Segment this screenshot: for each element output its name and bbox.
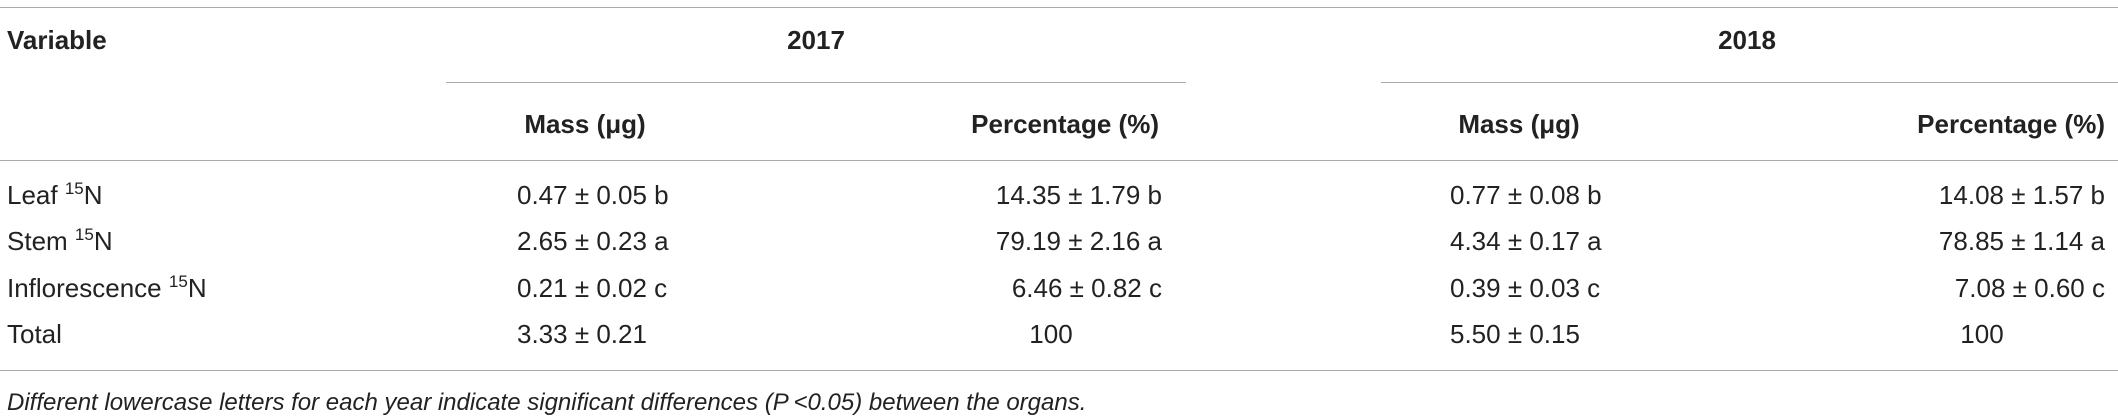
rule-header [0, 160, 2118, 161]
isotope: 15 [74, 225, 94, 244]
year-header: 2017 [787, 25, 845, 55]
row-label: Total [7, 319, 62, 349]
cell: 78.85 ± 1.14 a [1938, 226, 2105, 256]
row-label: Leaf 15N [7, 180, 103, 210]
label-text: Leaf [7, 180, 58, 210]
year-header: 2018 [1718, 25, 1776, 55]
cell: 5.50 ± 0.15 [1450, 319, 1580, 349]
cell: 0.21 ± 0.02 c [517, 273, 668, 303]
isotope: 15 [64, 179, 84, 198]
cell: 4.34 ± 0.17 a [1450, 226, 1602, 256]
column-header: Mass (μg) [1458, 109, 1580, 139]
rule-top [0, 7, 2118, 8]
label-text: Stem [7, 226, 68, 256]
cell: 0.47 ± 0.05 b [517, 180, 669, 210]
rule-year [1381, 82, 2118, 83]
element: N [93, 226, 113, 256]
column-header: Mass (μg) [524, 109, 646, 139]
cell: 100 [1029, 319, 1073, 349]
cell: 3.33 ± 0.21 [517, 319, 647, 349]
label-text: Total [7, 319, 62, 349]
column-header: Percentage (%) [1917, 109, 2105, 139]
cell: 0.39 ± 0.03 c [1450, 273, 1601, 303]
cell: 2.65 ± 0.23 a [517, 226, 669, 256]
row-label: Stem 15N [7, 226, 113, 256]
element: N [83, 180, 103, 210]
cell: 14.08 ± 1.57 b [1938, 180, 2105, 210]
footnote: Different lowercase letters for each yea… [7, 389, 1087, 416]
cell: 0.77 ± 0.08 b [1450, 180, 1602, 210]
cell: 79.19 ± 2.16 a [995, 226, 1162, 256]
rule-bottom [0, 370, 2118, 371]
cell: 6.46 ± 0.82 c [1011, 273, 1162, 303]
header-variable: Variable [7, 25, 107, 55]
cell: 7.08 ± 0.60 c [1954, 273, 2105, 303]
row-label: Inflorescence 15N [7, 273, 207, 303]
rule-year [446, 82, 1186, 83]
column-header: Percentage (%) [971, 109, 1159, 139]
cell: 100 [1960, 319, 2004, 349]
cell: 14.35 ± 1.79 b [995, 180, 1162, 210]
label-text: Inflorescence [7, 273, 162, 303]
isotope: 15 [168, 272, 188, 291]
element: N [187, 273, 207, 303]
